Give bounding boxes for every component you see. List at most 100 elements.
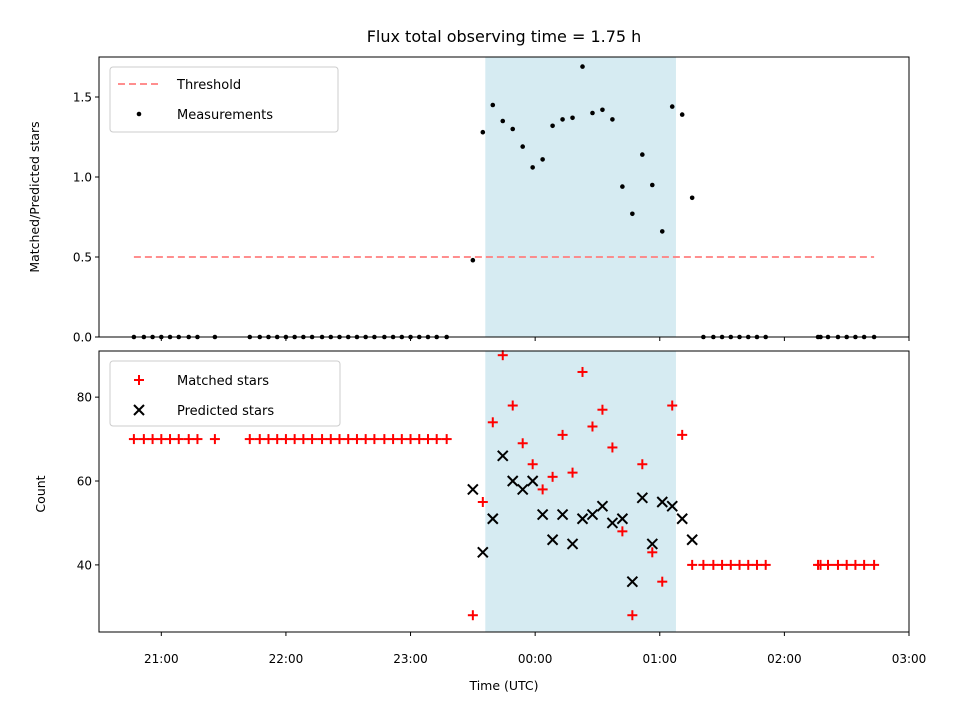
predicted-star-marker <box>676 513 688 525</box>
matched-star-marker <box>325 434 336 445</box>
matched-star-marker <box>743 559 754 570</box>
bottom-legend: Matched stars Predicted stars <box>109 360 341 427</box>
matched-star-marker <box>869 559 880 570</box>
top-panel: Flux total observing time = 1.75 h 0.00.… <box>27 27 910 345</box>
predicted-star-marker <box>606 517 619 529</box>
predicted-star-marker <box>516 483 529 496</box>
matched-star-marker <box>859 559 870 570</box>
y-tick-label: 60 <box>77 475 92 489</box>
matched-star-marker <box>677 429 688 440</box>
matched-star-marker <box>173 434 184 445</box>
matched-star-marker <box>441 434 452 445</box>
y-tick-label: 1.5 <box>73 91 92 105</box>
measurement-point <box>520 144 525 149</box>
matched-star-marker <box>832 559 843 570</box>
predicted-star-marker <box>656 496 668 508</box>
x-tick-label: 23:00 <box>393 652 428 666</box>
top-shaded-region <box>485 57 676 337</box>
matched-star-marker <box>517 438 528 449</box>
predicted-star-marker <box>596 500 609 512</box>
matched-star-marker <box>734 559 745 570</box>
predicted-star-marker <box>487 513 499 525</box>
bottom-axes-frame <box>98 350 910 633</box>
matched-star-marker <box>725 559 736 570</box>
predicted-star-marker <box>497 450 509 462</box>
legend-matched-label: Matched stars <box>177 374 269 389</box>
measurement-point <box>470 257 476 263</box>
matched-star-marker <box>557 429 568 440</box>
matched-star-marker <box>708 559 719 570</box>
predicted-star-marker <box>507 475 519 487</box>
matched-star-marker <box>751 559 762 570</box>
predicted-star-marker <box>636 492 649 504</box>
legend-threshold-label: Threshold <box>176 78 241 93</box>
legend-predicted-swatch <box>133 404 145 416</box>
matched-star-marker <box>183 434 194 445</box>
matched-star-marker <box>850 559 861 570</box>
matched-star-marker <box>617 526 628 537</box>
top-legend: Threshold Measurements <box>109 66 339 133</box>
matched-star-marker <box>138 434 149 445</box>
legend-measurements-label: Measurements <box>177 108 273 123</box>
matched-star-marker <box>698 559 709 570</box>
measurement-point <box>669 104 675 109</box>
matched-star-marker <box>527 459 538 470</box>
matched-star-marker <box>657 576 668 587</box>
matched-star-marker <box>360 434 371 445</box>
top-axes-frame <box>98 56 910 338</box>
matched-star-marker <box>289 434 300 445</box>
matched-star-marker <box>717 559 728 570</box>
predicted-star-markers <box>467 450 698 588</box>
matched-star-marker <box>497 350 508 361</box>
matched-star-marker <box>667 400 678 411</box>
matched-star-marker <box>280 434 291 445</box>
matched-star-marker <box>147 434 158 445</box>
matched-star-marker <box>637 459 648 470</box>
chart-title: Flux total observing time = 1.75 h <box>367 27 642 46</box>
matched-star-marker <box>254 434 265 445</box>
matched-star-marker <box>209 434 220 445</box>
legend-matched-swatch <box>134 375 144 385</box>
top-y-axis-label: Matched/Predicted stars <box>27 121 42 272</box>
matched-star-marker <box>351 434 362 445</box>
measurement-point <box>630 211 635 217</box>
matched-star-marker <box>244 434 255 445</box>
predicted-star-marker <box>626 575 639 588</box>
bottom-x-ticks: 21:00 22:00 23:00 00:00 01:00 02:00 03:00 <box>144 632 926 666</box>
measurement-point <box>590 110 595 116</box>
bottom-y-ticks: 40 60 80 <box>77 391 99 572</box>
matched-star-marker <box>547 471 558 482</box>
measurement-point <box>679 112 685 117</box>
predicted-star-marker <box>566 538 579 550</box>
measurement-point <box>570 115 575 121</box>
x-tick-label: 22:00 <box>269 652 304 666</box>
predicted-star-marker <box>536 508 549 521</box>
matched-star-marker <box>298 434 309 445</box>
matched-star-marker <box>388 434 399 445</box>
matched-star-marker <box>307 434 318 445</box>
predicted-star-marker <box>586 508 599 521</box>
matched-star-marker <box>379 434 390 445</box>
matched-star-marker <box>687 559 698 570</box>
measurement-point <box>580 64 585 69</box>
measurement-point <box>620 184 625 189</box>
x-tick-label: 21:00 <box>144 652 179 666</box>
measurement-point <box>550 123 555 129</box>
y-tick-label: 80 <box>77 391 92 405</box>
matched-star-marker <box>537 484 548 495</box>
matched-star-marker <box>507 400 518 411</box>
matched-star-marker <box>405 434 416 445</box>
y-tick-label: 40 <box>77 558 92 572</box>
predicted-star-marker <box>546 534 559 546</box>
matched-star-marker <box>823 559 833 570</box>
matched-star-marker <box>467 610 478 621</box>
x-tick-label: 02:00 <box>767 652 802 666</box>
measurement-point <box>500 118 506 124</box>
predicted-star-marker <box>646 538 658 550</box>
measurement-point <box>490 102 496 108</box>
matched-star-marker <box>192 434 203 445</box>
matched-star-marker <box>414 434 425 445</box>
measurement-point <box>480 129 486 135</box>
matched-star-marker <box>577 366 588 377</box>
bottom-y-axis-label: Count <box>33 475 48 512</box>
